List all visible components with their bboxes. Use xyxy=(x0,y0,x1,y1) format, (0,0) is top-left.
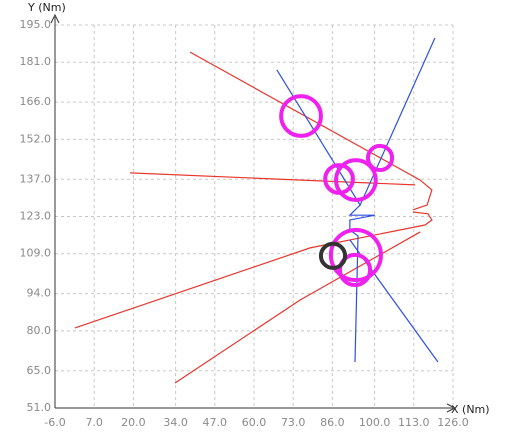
y-tick-label: 94.0 xyxy=(27,287,52,300)
x-tick-label: 113.0 xyxy=(398,416,430,429)
series-line xyxy=(174,231,421,384)
ring xyxy=(323,163,355,195)
x-tick-label: 126.0 xyxy=(437,416,469,429)
ring xyxy=(279,94,323,138)
x-tick-label: 20.0 xyxy=(121,416,146,429)
y-tick-label: 51.0 xyxy=(27,401,52,414)
series-line xyxy=(276,69,376,363)
x-tick-label: 73.0 xyxy=(281,416,306,429)
x-tick-label: 86.0 xyxy=(320,416,345,429)
series-line xyxy=(74,211,433,329)
series-line xyxy=(130,172,416,186)
y-tick-label: 195.0 xyxy=(20,18,52,31)
x-tick-label: 100.0 xyxy=(359,416,391,429)
ring xyxy=(365,143,395,173)
y-axis-label: Y (Nm) xyxy=(27,1,66,14)
y-tick-label: 166.0 xyxy=(20,95,52,108)
y-tick-label: 123.0 xyxy=(20,210,52,223)
x-tick-label: 47.0 xyxy=(203,416,228,429)
x-tick-label: 60.0 xyxy=(242,416,267,429)
y-tick-label: 137.0 xyxy=(20,172,52,185)
y-tick-label: 109.0 xyxy=(20,247,52,260)
y-tick-label: 181.0 xyxy=(20,55,52,68)
ring xyxy=(328,228,383,283)
x-tick-label: -6.0 xyxy=(44,416,65,429)
x-axis-arrow xyxy=(446,403,457,413)
y-tick-label: 152.0 xyxy=(20,132,52,145)
series-line xyxy=(189,51,433,211)
y-axis-arrow xyxy=(50,13,60,24)
x-tick-label: 7.0 xyxy=(85,416,103,429)
series-line xyxy=(359,37,436,206)
y-tick-label: 65.0 xyxy=(27,364,52,377)
y-tick-label: 80.0 xyxy=(27,324,52,337)
ring xyxy=(334,158,378,202)
ring xyxy=(318,241,348,270)
x-axis-label: X (Nm) xyxy=(451,403,490,416)
x-tick-label: 34.0 xyxy=(163,416,188,429)
ring xyxy=(337,252,373,288)
